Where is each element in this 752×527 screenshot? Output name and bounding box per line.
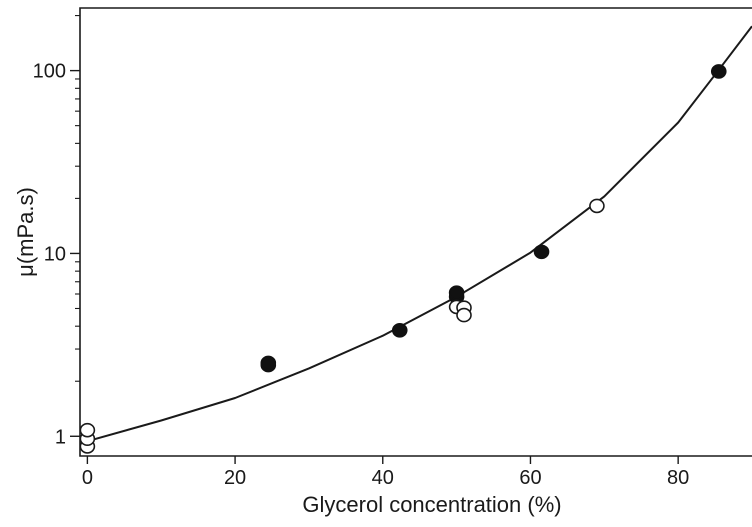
x-tick-label: 20 [224,467,246,489]
filled-data-point [448,285,465,300]
open-data-point [79,422,96,438]
filled-data-point [533,244,550,260]
y-tick-label: 100 [33,61,66,83]
axes-layer: 0 20 40 60 80 1 10 100 [33,7,752,489]
axes-frame [79,7,752,457]
filled-data-point [391,322,408,338]
y-axis-label: μ(mPa.s) [13,187,38,277]
y-tick-label: 1 [55,426,66,448]
x-tick-label: 60 [519,467,541,489]
x-axis-label: Glycerol concentration (%) [302,492,561,517]
y-tick-label: 10 [44,243,66,265]
open-data-point [589,198,605,214]
x-tick-label: 80 [667,467,689,489]
x-tick-label: 0 [82,467,93,489]
filled-data-point [260,355,277,371]
x-tick-label: 40 [372,467,394,489]
plot-layer [79,25,752,454]
filled-data-point [710,64,727,79]
fit-curve [87,25,752,443]
open-data-point [456,307,472,323]
